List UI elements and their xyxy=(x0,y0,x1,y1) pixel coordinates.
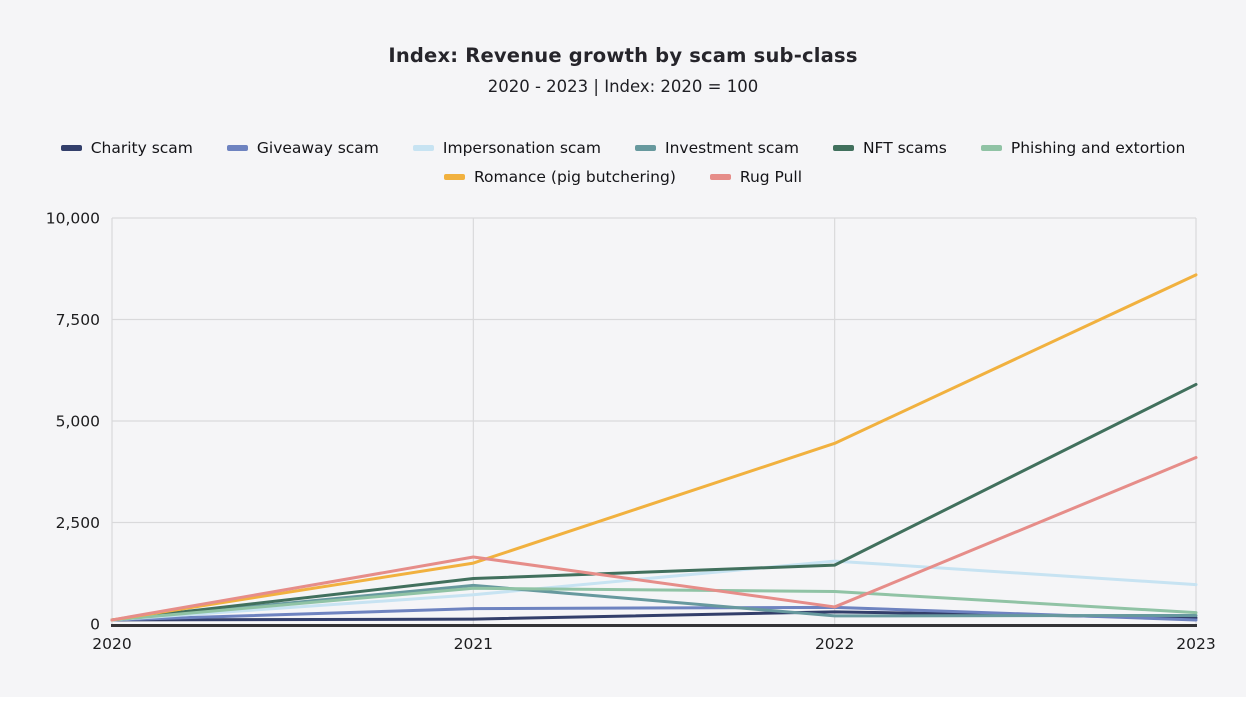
x-axis-tick-label: 2020 xyxy=(92,635,131,653)
legend-item-impersonation-scam[interactable]: Impersonation scam xyxy=(412,139,602,157)
legend-item-rug-pull[interactable]: Rug Pull xyxy=(709,168,803,186)
y-axis-tick-label: 0 xyxy=(90,616,100,634)
chart-title: Index: Revenue growth by scam sub-class xyxy=(388,44,858,67)
chart-legend: Charity scam Giveaway scam Impersonation… xyxy=(0,139,1246,186)
y-axis-tick-label: 2,500 xyxy=(56,514,100,532)
y-axis-tick-label: 5,000 xyxy=(56,413,100,431)
legend-swatch xyxy=(635,145,657,151)
series-line-giveaway-scam xyxy=(110,605,1198,622)
legend-label: Phishing and extortion xyxy=(1010,139,1186,157)
legend-item-romance-pig-butchering[interactable]: Romance (pig butchering) xyxy=(443,168,676,186)
series-line-romance-pig-butchering xyxy=(110,273,1198,622)
legend-label: Impersonation scam xyxy=(442,139,602,157)
legend-label: Giveaway scam xyxy=(256,139,379,157)
series-line-rug-pull xyxy=(110,456,1198,622)
legend-swatch xyxy=(60,145,82,151)
series-line-nft-scams xyxy=(110,382,1198,622)
legend-swatch xyxy=(226,145,248,151)
legend-swatch xyxy=(832,145,854,151)
legend-label: Romance (pig butchering) xyxy=(473,168,676,186)
series-line-phishing-and-extortion xyxy=(110,586,1198,622)
legend-label: Rug Pull xyxy=(739,168,803,186)
legend-row-2: Romance (pig butchering) Rug Pull xyxy=(443,168,803,186)
y-axis-tick-label: 7,500 xyxy=(56,311,100,329)
legend-item-investment-scam[interactable]: Investment scam xyxy=(635,139,799,157)
legend-item-nft-scams[interactable]: NFT scams xyxy=(832,139,947,157)
y-axis-tick-label: 10,000 xyxy=(46,210,100,228)
legend-label: Investment scam xyxy=(665,139,799,157)
legend-item-giveaway-scam[interactable]: Giveaway scam xyxy=(226,139,379,157)
x-axis-tick-label: 2022 xyxy=(815,635,854,653)
legend-item-charity-scam[interactable]: Charity scam xyxy=(60,139,193,157)
x-axis-tick-label: 2023 xyxy=(1176,635,1215,653)
legend-swatch xyxy=(412,145,434,151)
legend-swatch xyxy=(980,145,1002,151)
chart-subtitle: 2020 - 2023 | Index: 2020 = 100 xyxy=(487,77,759,96)
legend-label: Charity scam xyxy=(90,139,193,157)
chart-header: Index: Revenue growth by scam sub-class … xyxy=(0,44,1246,96)
series-line-impersonation-scam xyxy=(110,559,1198,622)
legend-swatch xyxy=(709,174,731,180)
legend-item-phishing-and-extortion[interactable]: Phishing and extortion xyxy=(980,139,1186,157)
legend-row-1: Charity scam Giveaway scam Impersonation… xyxy=(60,139,1186,157)
legend-label: NFT scams xyxy=(862,139,947,157)
x-axis-tick-label: 2021 xyxy=(454,635,493,653)
legend-swatch xyxy=(443,174,465,180)
